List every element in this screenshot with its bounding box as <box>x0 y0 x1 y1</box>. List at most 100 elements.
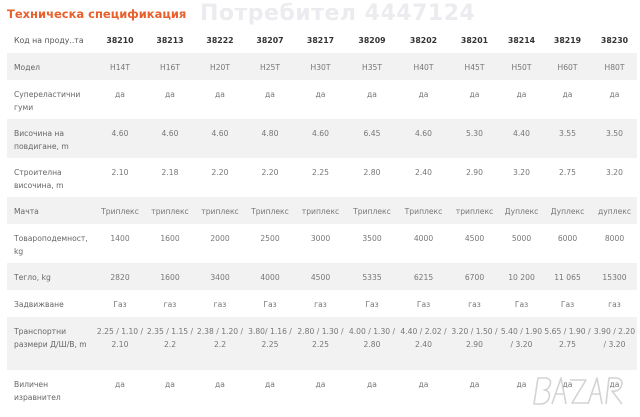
cell-value: Газ <box>560 300 575 309</box>
cell-value: да <box>165 380 175 389</box>
cell-value: 2500 <box>260 234 280 243</box>
cell-value: 4000 <box>245 263 295 290</box>
cell-value: да <box>469 90 480 99</box>
table-row: Мачта Триплекс триплекс триплекс Триплекс три… <box>7 197 637 224</box>
cell-value: 4.40 / 2.02 / 2.40 <box>398 317 449 370</box>
cell-value: 5000 <box>511 234 532 243</box>
cell-value: 5335 <box>346 263 398 290</box>
cell-value: Триплекс <box>245 197 295 224</box>
cell-value: 2.10 <box>111 168 129 177</box>
cell-value: 2.20 <box>211 168 229 177</box>
cell-value: газ <box>163 300 177 309</box>
cell-value: Газ <box>365 300 379 309</box>
cell-value: триплекс <box>145 197 195 224</box>
cell-value: 2.35 / 1.15 / 2.2 <box>145 317 195 370</box>
cell-value: 3.50 <box>592 119 637 158</box>
row-label: Тегло, kg <box>7 263 95 290</box>
row-label: Транспортни размери Д/Ш/В, m <box>7 317 95 370</box>
cell-value: Газ <box>416 300 431 309</box>
cell-value: Газ <box>113 300 127 309</box>
cell-value: Триплекс <box>398 197 449 224</box>
cell-value: 8000 <box>604 234 625 243</box>
cell-value: 3.55 <box>543 119 592 158</box>
cell-value: 2.25 <box>312 168 329 177</box>
product-code: 38213 <box>156 36 184 45</box>
cell-value: 2.25 / 1.10 / 2.10 <box>95 317 145 370</box>
cell-value: 3.20 / 1.50 / 2.90 <box>449 317 500 370</box>
cell-value: 5.30 <box>449 119 500 158</box>
cell-value: 4.60 <box>95 119 145 158</box>
cell-value: 4.60 <box>195 119 245 158</box>
cell-value: 6700 <box>449 263 500 290</box>
cell-value: H20T <box>195 53 245 80</box>
cell-value: да <box>562 90 573 99</box>
row-label: Товароподемност, kg <box>14 234 88 256</box>
cell-value: да <box>215 380 225 389</box>
cell-value: газ <box>314 300 327 309</box>
cell-value: да <box>367 90 377 99</box>
product-code: 38230 <box>600 36 629 45</box>
cell-value: 2.80 <box>363 168 381 177</box>
cell-value: да <box>418 380 429 389</box>
row-label: Строителна височина, m <box>14 168 64 190</box>
cell-value: 1600 <box>145 263 195 290</box>
cell-value: да <box>265 380 275 389</box>
cell-value: да <box>418 90 429 99</box>
cell-value: 2.90 <box>466 168 483 177</box>
cell-value: 4.80 <box>245 119 295 158</box>
table-row: Модел H14T H16T H20T H25T H30T H35T H40T H45T H50… <box>7 53 637 80</box>
cell-value: 15300 <box>592 263 637 290</box>
table-row: Задвижване Газ газ газ Газ газ Газ Газ газ Газ Газ… <box>7 290 637 317</box>
cell-value: да <box>215 90 225 99</box>
cell-value: 5.65 / 1.90 / 2.75 <box>543 317 592 370</box>
cell-value: 4500 <box>295 263 346 290</box>
cell-value: да <box>609 380 620 389</box>
product-code: 38219 <box>553 36 582 45</box>
cell-value: Газ <box>514 300 529 309</box>
cell-value: триплекс <box>295 197 346 224</box>
table-row: Височина на повдигане, m 4.60 4.60 4.60 4.80… <box>7 119 637 158</box>
table-row: Суперeластични гуми да да да да да да да да да да д… <box>7 80 637 119</box>
section-title: Техническа спецификация <box>7 7 187 21</box>
cell-value: 6215 <box>398 263 449 290</box>
cell-value: H35T <box>346 53 398 80</box>
spec-table: Код на проду..та 38210 38213 38222 38207 382… <box>7 28 637 409</box>
cell-value: H30T <box>295 53 346 80</box>
cell-value: 3.20 <box>513 168 530 177</box>
cell-value: Дуплекс <box>543 197 592 224</box>
cell-value: да <box>315 90 326 99</box>
row-label: Мачта <box>7 197 95 224</box>
cell-value: да <box>469 380 480 389</box>
row-label: Суперeластични гуми <box>14 90 81 112</box>
header-label: Код на проду..та <box>14 36 84 45</box>
product-code: 38202 <box>409 36 438 45</box>
cell-value: 2820 <box>95 263 145 290</box>
cell-value: 2000 <box>210 234 230 243</box>
cell-value: газ <box>608 300 621 309</box>
cell-value: газ <box>213 300 227 309</box>
cell-value: H80T <box>592 53 637 80</box>
cell-value: 4.60 <box>145 119 195 158</box>
cell-value: да <box>115 90 125 99</box>
cell-value: триплекс <box>449 197 500 224</box>
product-code: 38210 <box>106 36 134 45</box>
product-code: 38207 <box>256 36 284 45</box>
table-row: Транспортни размери Д/Ш/В, m 2.25 / 1.10 … <box>7 317 637 370</box>
product-code: 38217 <box>306 36 335 45</box>
cell-value: 3000 <box>310 234 331 243</box>
cell-value: да <box>516 90 527 99</box>
cell-value: H16T <box>145 53 195 80</box>
cell-value: 10 200 <box>500 263 543 290</box>
cell-value: H50T <box>500 53 543 80</box>
row-label: Виличен изравнител <box>14 380 61 402</box>
cell-value: 2.20 <box>261 168 279 177</box>
cell-value: да <box>265 90 275 99</box>
cell-value: 4.40 <box>500 119 543 158</box>
cell-value: 3400 <box>195 263 245 290</box>
cell-value: триплекс <box>195 197 245 224</box>
cell-value: 4500 <box>464 234 485 243</box>
cell-value: 3.20 <box>606 168 623 177</box>
table-row: Товароподемност, kg 1400 1600 2000 2500 3000 3… <box>7 224 637 263</box>
row-label: Задвижване <box>14 300 64 309</box>
cell-value: 3.80/ 1.16 / 2.25 <box>245 317 295 370</box>
